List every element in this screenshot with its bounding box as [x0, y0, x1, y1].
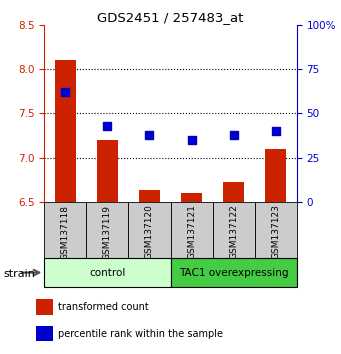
Text: GSM137123: GSM137123	[271, 205, 280, 259]
Bar	[212, 202, 255, 258]
Bar	[129, 202, 170, 258]
Bar	[44, 258, 170, 287]
Point	[273, 128, 278, 134]
Bar	[170, 258, 297, 287]
Text: GSM137119: GSM137119	[103, 205, 112, 259]
Bar	[36, 326, 53, 341]
Text: transformed count: transformed count	[58, 302, 149, 312]
Bar	[255, 202, 297, 258]
Text: GSM137120: GSM137120	[145, 205, 154, 259]
Text: GSM137122: GSM137122	[229, 205, 238, 259]
Bar	[223, 182, 244, 202]
Title: GDS2451 / 257483_at: GDS2451 / 257483_at	[97, 11, 244, 24]
Bar	[170, 202, 212, 258]
Point	[231, 132, 236, 137]
Text: strain: strain	[3, 269, 35, 279]
Text: control: control	[89, 268, 125, 278]
Point	[105, 123, 110, 129]
Bar	[97, 140, 118, 202]
Point	[147, 132, 152, 137]
Text: GSM137118: GSM137118	[61, 205, 70, 259]
Text: percentile rank within the sample: percentile rank within the sample	[58, 329, 223, 339]
Bar	[139, 190, 160, 202]
Text: GSM137121: GSM137121	[187, 205, 196, 259]
Bar	[55, 60, 76, 202]
Bar	[265, 149, 286, 202]
Point	[63, 89, 68, 95]
Text: TAC1 overexpressing: TAC1 overexpressing	[179, 268, 288, 278]
Bar	[181, 193, 202, 202]
Bar	[44, 202, 86, 258]
Point	[189, 137, 194, 143]
Bar	[86, 202, 129, 258]
Bar	[36, 299, 53, 315]
